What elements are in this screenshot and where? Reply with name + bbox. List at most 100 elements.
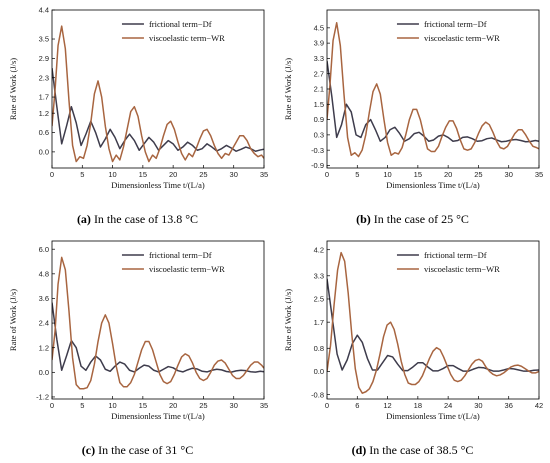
chart-b-series-frictional-line [327, 60, 539, 143]
chart-c-xtick-label: 0 [50, 401, 54, 410]
chart-d-xtick-label: 30 [474, 401, 482, 410]
chart-c-xtick-label: 35 [260, 401, 268, 410]
chart-b-xtick-label: 30 [505, 170, 513, 179]
chart-b-ytick-label: 3.9 [314, 39, 324, 48]
chart-d-legend-label-frictional: frictional term−Df [424, 250, 487, 260]
chart-d-ytick-label: 2.5 [314, 295, 324, 304]
chart-d-x-axis-label: Dimensionless Time t/(L/a) [386, 411, 480, 421]
chart-d-ytick-label: 0.0 [314, 367, 324, 376]
chart-c-frame [51, 240, 265, 400]
chart-d-legend-label-viscoelastic: viscoelastic term−WR [424, 264, 500, 274]
chart-d-frame [326, 240, 540, 400]
caption-d: (d) In the case of 38.5 °C [275, 443, 550, 458]
chart-b-ytick-label: 1.5 [314, 100, 324, 109]
chart-a-legend-label-frictional: frictional term−Df [149, 19, 212, 29]
chart-a-legend-label-viscoelastic: viscoelastic term−WR [149, 33, 225, 43]
chart-a-series-frictional-line [52, 67, 264, 152]
chart-c-xtick-label: 30 [230, 401, 238, 410]
chart-c-svg: 0 5 10 15 20 25 30 35 -1.2 0.0 1.2 2.4 3.6 4.8 6.0 Dime… [8, 240, 268, 421]
chart-d-series-frictional-line [327, 278, 539, 372]
chart-a-y-axis-label: Rate of Work (J/s) [8, 58, 18, 120]
chart-c-ytick-label: 4.8 [39, 269, 49, 278]
caption-d-label: (d) [351, 443, 367, 457]
caption-a: (a) In the case of 13.8 °C [0, 212, 275, 227]
chart-d-svg: 0 6 12 18 24 30 36 42 -0.8 0.0 0.8 1.7 2.5 3.3 4.2 Dime… [283, 240, 543, 421]
chart-a-ytick-label: 4.4 [39, 6, 49, 15]
chart-d-xtick-label: 36 [505, 401, 513, 410]
chart-d-ytick-label: 4.2 [314, 245, 324, 254]
chart-b-legend-label-viscoelastic: viscoelastic term−WR [424, 33, 500, 43]
chart-c-x-axis-label: Dimensionless Time t/(L/a) [111, 411, 205, 421]
chart-b-series-viscoelastic-line [327, 21, 539, 158]
chart-a-ytick-label: 1.7 [39, 93, 49, 102]
chart-a-xtick-label: 20 [169, 170, 177, 179]
chart-d-xtick-label: 24 [444, 401, 452, 410]
chart-b-ytick-label: 2.7 [314, 69, 324, 78]
chart-d-ytick-label: 3.3 [314, 271, 324, 280]
chart-b-y-axis-label: Rate of Work (J/s) [283, 58, 293, 120]
chart-b-ytick-label: 0.9 [314, 115, 324, 124]
chart-b-svg: 0 5 10 15 20 25 30 35 -0.9 -0.3 0.3 0.9 1.5 2.1 2.7 3.3… [283, 9, 543, 190]
chart-a-xtick-label: 15 [139, 170, 147, 179]
chart-d-xtick-label: 42 [535, 401, 543, 410]
chart-c-ytick-label: 1.2 [39, 343, 49, 352]
chart-a-ytick-label: 0.6 [39, 128, 49, 137]
chart-a-x-axis-label: Dimensionless Time t/(L/a) [111, 180, 205, 190]
chart-a-xtick-label: 10 [108, 170, 116, 179]
chart-b-ytick-label: -0.3 [311, 146, 324, 155]
chart-c-y-axis-label: Rate of Work (J/s) [8, 289, 18, 351]
chart-panel-d: 0 6 12 18 24 30 36 42 -0.8 0.0 0.8 1.7 2.5 3.3 4.2 Dime… [275, 231, 550, 462]
chart-panel-c: 0 5 10 15 20 25 30 35 -1.2 0.0 1.2 2.4 3.6 4.8 6.0 Dime… [0, 231, 275, 462]
chart-c-legend-label-viscoelastic: viscoelastic term−WR [149, 264, 225, 274]
caption-c-text: In the case of 31 °C [98, 443, 194, 457]
chart-c-ytick-label: 6.0 [39, 245, 49, 254]
chart-panel-b: 0 5 10 15 20 25 30 35 -0.9 -0.3 0.3 0.9 1.5 2.1 2.7 3.3… [275, 0, 550, 231]
chart-c-xtick-label: 5 [80, 401, 84, 410]
chart-b-ytick-label: 3.3 [314, 54, 324, 63]
chart-d-ytick-label: 1.7 [314, 318, 324, 327]
caption-b: (b) In the case of 25 °C [275, 212, 550, 227]
chart-a-ytick-label: 2.3 [39, 73, 49, 82]
chart-d-ytick-label: -0.8 [311, 390, 324, 399]
chart-b-xtick-label: 20 [444, 170, 452, 179]
chart-b-ytick-label: 4.5 [314, 23, 324, 32]
chart-d-xtick-label: 18 [414, 401, 422, 410]
chart-c-ytick-label: 3.6 [39, 294, 49, 303]
chart-b-ytick-label: 0.3 [314, 130, 324, 139]
chart-b-ytick-label: 2.1 [314, 85, 324, 94]
caption-b-label: (b) [356, 212, 371, 226]
chart-a-xtick-label: 35 [260, 170, 268, 179]
chart-d-xtick-label: 12 [383, 401, 391, 410]
chart-a-ytick-label: 3.5 [39, 35, 49, 44]
chart-b-xtick-label: 15 [414, 170, 422, 179]
chart-d-ytick-label: 0.8 [314, 344, 324, 353]
caption-d-text: In the case of 38.5 °C [369, 443, 474, 457]
caption-b-text: In the case of 25 °C [373, 212, 469, 226]
chart-a-xtick-label: 30 [230, 170, 238, 179]
chart-a-ytick-label: 1.2 [39, 109, 49, 118]
caption-c-label: (c) [81, 443, 96, 457]
chart-c-ytick-label: 0.0 [39, 368, 49, 377]
chart-a-svg: 0 5 10 15 20 25 30 35 0.0 0.6 1.2 1.7 2.3 2.9 3.5 4.4 Di… [8, 6, 268, 190]
chart-c-xtick-label: 15 [139, 401, 147, 410]
chart-d-xtick-label: 0 [325, 401, 329, 410]
chart-b-xtick-label: 35 [535, 170, 543, 179]
chart-a-ytick-label: 0.0 [39, 147, 49, 156]
chart-c-xtick-label: 25 [199, 401, 207, 410]
chart-b-xtick-label: 10 [383, 170, 391, 179]
chart-b-x-axis-label: Dimensionless Time t/(L/a) [386, 180, 480, 190]
chart-b-xtick-label: 25 [474, 170, 482, 179]
chart-b-ytick-label: -0.9 [311, 161, 324, 170]
chart-panel-a: 0 5 10 15 20 25 30 35 0.0 0.6 1.2 1.7 2.3 2.9 3.5 4.4 Di… [0, 0, 275, 231]
chart-d-y-axis-label: Rate of Work (J/s) [283, 289, 293, 351]
chart-c-xtick-label: 20 [169, 401, 177, 410]
chart-a-xtick-label: 0 [50, 170, 54, 179]
chart-a-xtick-label: 5 [80, 170, 84, 179]
caption-a-label: (a) [76, 212, 91, 226]
caption-a-text: In the case of 13.8 °C [93, 212, 199, 226]
chart-c-series-viscoelastic-line [52, 256, 264, 390]
chart-a-series-viscoelastic-line [52, 25, 264, 163]
chart-c-ytick-label: 2.4 [39, 319, 49, 328]
chart-a-frame [51, 9, 265, 169]
caption-c: (c) In the case of 31 °C [0, 443, 275, 458]
